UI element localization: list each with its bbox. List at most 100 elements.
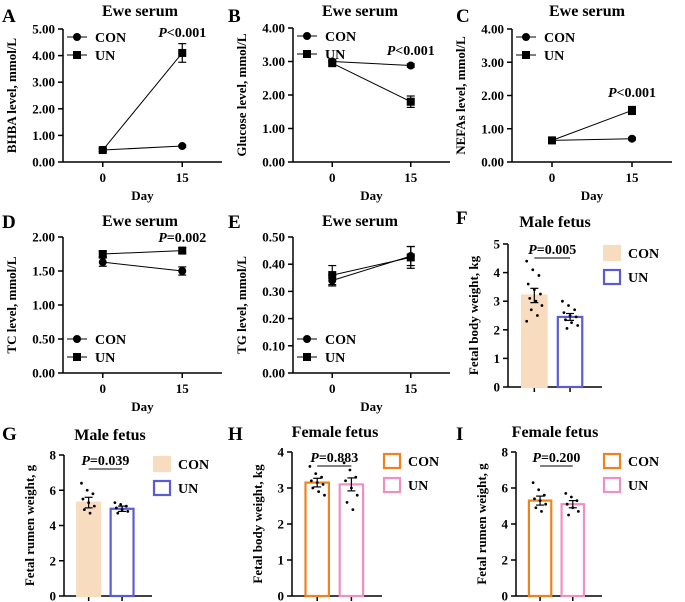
y-tick-label: 5	[494, 237, 501, 252]
individual-point	[564, 492, 568, 495]
individual-point	[119, 502, 123, 506]
y-tick-label: 4.00	[262, 21, 285, 36]
p-value-annotation: P=0.039	[81, 454, 129, 469]
legend: CON UN	[516, 31, 575, 64]
y-tick-label: 8	[50, 448, 57, 463]
individual-point	[114, 506, 118, 510]
y-tick-label: 0.00	[262, 155, 285, 170]
data-point	[178, 142, 187, 151]
series-un	[98, 43, 187, 155]
panel-title: Ewe serum	[102, 213, 179, 230]
panel-letter: E	[228, 212, 241, 233]
bar-group-con	[304, 465, 330, 601]
p-value-text: <0.001	[395, 44, 434, 59]
bar-group-con	[76, 481, 102, 601]
legend-marker	[303, 353, 311, 361]
y-tick-label: 4	[50, 518, 57, 533]
individual-point	[351, 508, 355, 511]
p-value-annotation: P<0.001	[387, 44, 435, 59]
individual-point	[124, 504, 128, 508]
y-axis-label: TC level, mmol/L	[4, 256, 19, 353]
bar-group-un	[556, 299, 584, 392]
data-point	[628, 134, 636, 143]
p-value-symbol: P	[608, 86, 617, 101]
individual-point	[535, 314, 539, 317]
p-value-annotation: P=0.200	[532, 451, 580, 466]
bar	[527, 499, 553, 598]
panel-title: Ewe serum	[322, 213, 399, 230]
x-axis-label: Day	[131, 188, 154, 203]
individual-point	[344, 479, 347, 483]
panel-letter: D	[2, 212, 16, 233]
individual-point	[92, 504, 96, 508]
individual-point	[537, 488, 541, 492]
individual-point	[116, 511, 120, 515]
panel-letter: C	[456, 6, 470, 27]
individual-point	[544, 502, 548, 506]
p-value-symbol: P	[81, 454, 90, 469]
individual-point	[314, 472, 318, 475]
individual-point	[308, 465, 312, 468]
individual-point	[565, 502, 569, 506]
legend-label: CON	[95, 333, 126, 348]
x-tick-label: 15	[404, 381, 418, 396]
individual-point	[567, 304, 570, 307]
y-tick-label: 0.40	[262, 257, 285, 272]
series-line	[332, 61, 411, 67]
legend-swatch	[602, 244, 622, 262]
individual-point	[82, 508, 86, 512]
y-axis-label: Fetal rumen weight, g	[22, 464, 37, 586]
y-axis-label: Glucose level, mmol/L	[234, 33, 249, 156]
individual-point	[564, 318, 567, 322]
individual-point	[571, 506, 575, 510]
p-value-symbol: P	[387, 44, 396, 59]
individual-point	[576, 324, 580, 327]
data-point	[178, 267, 187, 275]
panel-c: C Ewe serum 0.00 1.00 2.00 3.00 4.00 NEFAs leve…	[453, 3, 672, 203]
series-line	[551, 109, 633, 141]
panel-letter: F	[456, 208, 468, 229]
y-tick-label: 2	[494, 322, 501, 337]
data-point	[548, 136, 556, 145]
data-point	[406, 61, 415, 70]
y-tick-label: 2.00	[262, 88, 285, 103]
x-tick-label: 15	[176, 170, 190, 185]
y-tick-label: 2.00	[32, 230, 55, 245]
y-tick-label: 0.00	[262, 366, 285, 381]
y-tick-label: 3.00	[32, 75, 55, 90]
individual-point	[345, 501, 349, 504]
y-axis-label: BHBA level, mmol/L	[4, 38, 19, 154]
p-value-text: =0.002	[167, 231, 206, 246]
legend-swatch	[602, 268, 622, 286]
x-tick-label: 15	[404, 170, 418, 185]
x-axis-label: Day	[360, 188, 383, 203]
panel-letter: G	[2, 424, 17, 445]
individual-point	[533, 497, 536, 501]
legend-marker	[73, 353, 81, 361]
individual-point	[573, 308, 577, 312]
y-tick-label: 4	[494, 265, 501, 280]
legend-label: CON	[408, 455, 439, 470]
legend-label: UN	[628, 271, 648, 286]
individual-point	[531, 481, 535, 484]
y-tick-label: 4	[278, 445, 285, 460]
individual-point	[126, 510, 130, 513]
individual-point	[348, 468, 352, 472]
legend: CON UN	[382, 452, 439, 494]
individual-point	[568, 314, 572, 317]
individual-point	[569, 495, 573, 499]
y-tick-label: 1.00	[32, 298, 55, 313]
bar	[76, 501, 102, 598]
series-un	[328, 245, 415, 286]
individual-point	[532, 288, 536, 292]
individual-point	[91, 492, 95, 496]
individual-point	[534, 506, 538, 510]
p-value-symbol: P	[310, 451, 319, 466]
bar-group-un	[560, 492, 586, 601]
panel-letter: H	[228, 424, 243, 445]
y-tick-label: 0	[502, 589, 509, 602]
individual-point	[323, 493, 326, 497]
y-tick-label: 5.00	[32, 22, 55, 37]
legend-label: UN	[325, 351, 345, 366]
individual-point	[575, 499, 579, 502]
